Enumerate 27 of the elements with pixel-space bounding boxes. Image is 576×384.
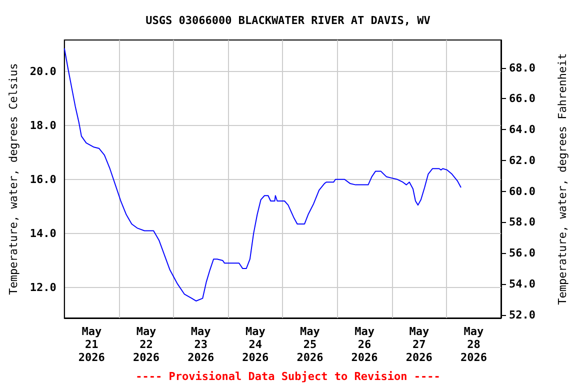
x-tick-label: May 22 2026 (133, 325, 160, 364)
x-tick-label: May 24 2026 (242, 325, 270, 364)
y2-tick-label: 54.0 (509, 278, 536, 291)
x-tick-label: May 26 2026 (351, 325, 378, 364)
y2-tick-label: 64.0 (509, 123, 536, 136)
x-tick-label: May 25 2026 (296, 325, 324, 364)
y2-tick-label: 66.0 (509, 92, 536, 106)
y2-tick-label: 60.0 (509, 184, 536, 198)
y2-tick-label: 58.0 (509, 216, 536, 229)
y2-tick-label: 52.0 (509, 308, 536, 322)
x-tick-label: May 23 2026 (188, 325, 214, 364)
y-tick-label: 16.0 (30, 172, 56, 186)
x-tick-label: May 28 2026 (460, 325, 488, 364)
text: ---- Provisional Data Subject to Revision ---- (136, 370, 440, 383)
x-tick-label: May 21 2026 (78, 325, 106, 364)
y-tick-label: 18.0 (30, 118, 56, 132)
y2-tick-label: 62.0 (509, 154, 536, 167)
chart-title: USGS 03066000 BLACKWATER RIVER AT DAVIS, WV (146, 14, 431, 27)
line-series (64, 48, 462, 302)
y-axis-title: Temperature, water, degrees Celsius (7, 63, 20, 295)
y-tick-label: 12.0 (30, 280, 56, 294)
y2-tick-label: 68.0 (509, 61, 536, 74)
x-tick-label: May 27 2026 (406, 325, 433, 364)
y2-axis-title: Temperature, water, degrees Fahrenheit (556, 53, 569, 305)
y2-tick-label: 56.0 (509, 246, 536, 260)
y-tick-label: 14.0 (30, 226, 56, 240)
y-tick-label: 20.0 (30, 64, 56, 78)
